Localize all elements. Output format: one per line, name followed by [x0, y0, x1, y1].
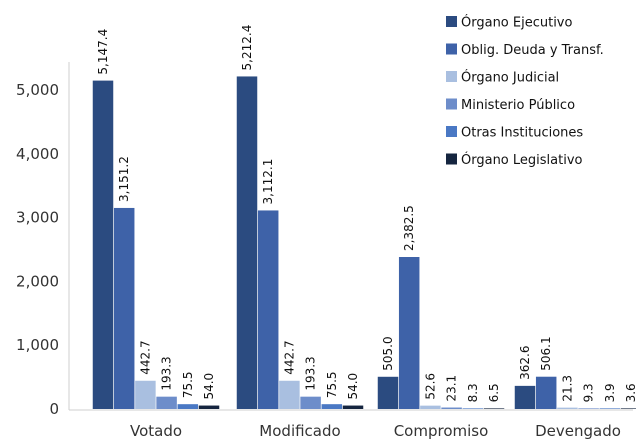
bar: [377, 376, 399, 409]
bar: [483, 408, 505, 409]
data-label: 5,212.4: [240, 25, 254, 71]
y-axis-ticks: 0 1,000 2,000 3,000 4,000 5,000: [16, 81, 59, 418]
bar: [300, 396, 321, 409]
data-label: 9.3: [582, 383, 596, 402]
x-category-label: Modificado: [259, 422, 340, 440]
legend-swatch: [446, 71, 457, 82]
bar: [92, 80, 114, 409]
data-label: 54.0: [202, 373, 216, 400]
legend-label: Otras Instituciones: [461, 126, 583, 141]
data-label: 23.1: [445, 375, 459, 402]
data-label: 362.6: [518, 346, 532, 380]
bar: [535, 376, 557, 409]
data-label: 3.9: [603, 383, 617, 402]
data-label: 6.5: [487, 383, 501, 402]
legend-label: Órgano Judicial: [461, 70, 559, 86]
y-tick-label: 1,000: [16, 336, 59, 354]
legend-label: Oblig. Deuda y Transf.: [461, 43, 604, 58]
data-label: 193.3: [304, 356, 318, 390]
data-label: 75.5: [325, 371, 339, 398]
bar: [514, 385, 536, 409]
legend-swatch: [446, 43, 457, 55]
bar: [177, 404, 199, 409]
bar: [342, 405, 364, 409]
legend: Órgano Ejecutivo Oblig. Deuda y Transf. Ór…: [446, 15, 604, 168]
data-label: 505.0: [381, 336, 395, 370]
y-tick-label: 5,000: [16, 81, 59, 99]
data-labels: 5,147.4 3,151.2 442.7 193.3 75.5 54.0 5,212.4 3…: [96, 25, 636, 403]
legend-swatch: [446, 153, 457, 165]
legend-label: Órgano Legislativo: [461, 152, 583, 168]
x-axis-categories: Votado Modificado Compromiso Devengado: [130, 422, 621, 440]
y-tick-label: 3,000: [16, 209, 59, 227]
data-label: 193.3: [160, 356, 174, 390]
data-label: 3,112.1: [261, 159, 275, 205]
bar: [462, 408, 484, 409]
bar: [279, 380, 300, 409]
x-category-label: Votado: [130, 422, 182, 440]
data-label: 2,382.5: [402, 205, 416, 251]
bar: [398, 257, 420, 409]
data-label: 442.7: [282, 340, 296, 374]
bar: [321, 404, 343, 409]
y-tick-label: 2,000: [16, 272, 59, 290]
bar: [156, 396, 177, 409]
bar-series: [92, 76, 636, 409]
bar: [135, 380, 156, 409]
bar: [113, 207, 135, 409]
data-label: 8.3: [466, 383, 480, 402]
legend-swatch: [446, 16, 457, 27]
bar: [441, 407, 462, 409]
legend-label: Órgano Ejecutivo: [461, 15, 573, 31]
bar: [257, 210, 279, 409]
y-tick-label: 0: [49, 400, 59, 418]
data-label: 52.6: [423, 373, 437, 400]
data-label: 442.7: [138, 340, 152, 374]
data-label: 5,147.4: [96, 29, 110, 75]
bar: [578, 408, 599, 409]
data-label: 3.6: [624, 383, 636, 402]
data-label: 506.1: [539, 336, 553, 370]
bar: [236, 76, 258, 409]
bar: [620, 408, 636, 409]
legend-label: Ministerio Público: [461, 98, 575, 113]
x-category-label: Compromiso: [394, 422, 489, 440]
bar: [420, 405, 441, 409]
bar: [557, 407, 578, 409]
data-label: 54.0: [346, 373, 360, 400]
bar: [599, 408, 621, 409]
legend-swatch: [446, 98, 457, 110]
x-category-label: Devengado: [535, 422, 621, 440]
legend-swatch: [446, 126, 457, 137]
data-label: 75.5: [181, 371, 195, 398]
data-label: 3,151.2: [117, 156, 131, 202]
bar: [198, 405, 220, 409]
data-label: 21.3: [560, 375, 574, 402]
y-tick-label: 4,000: [16, 145, 59, 163]
